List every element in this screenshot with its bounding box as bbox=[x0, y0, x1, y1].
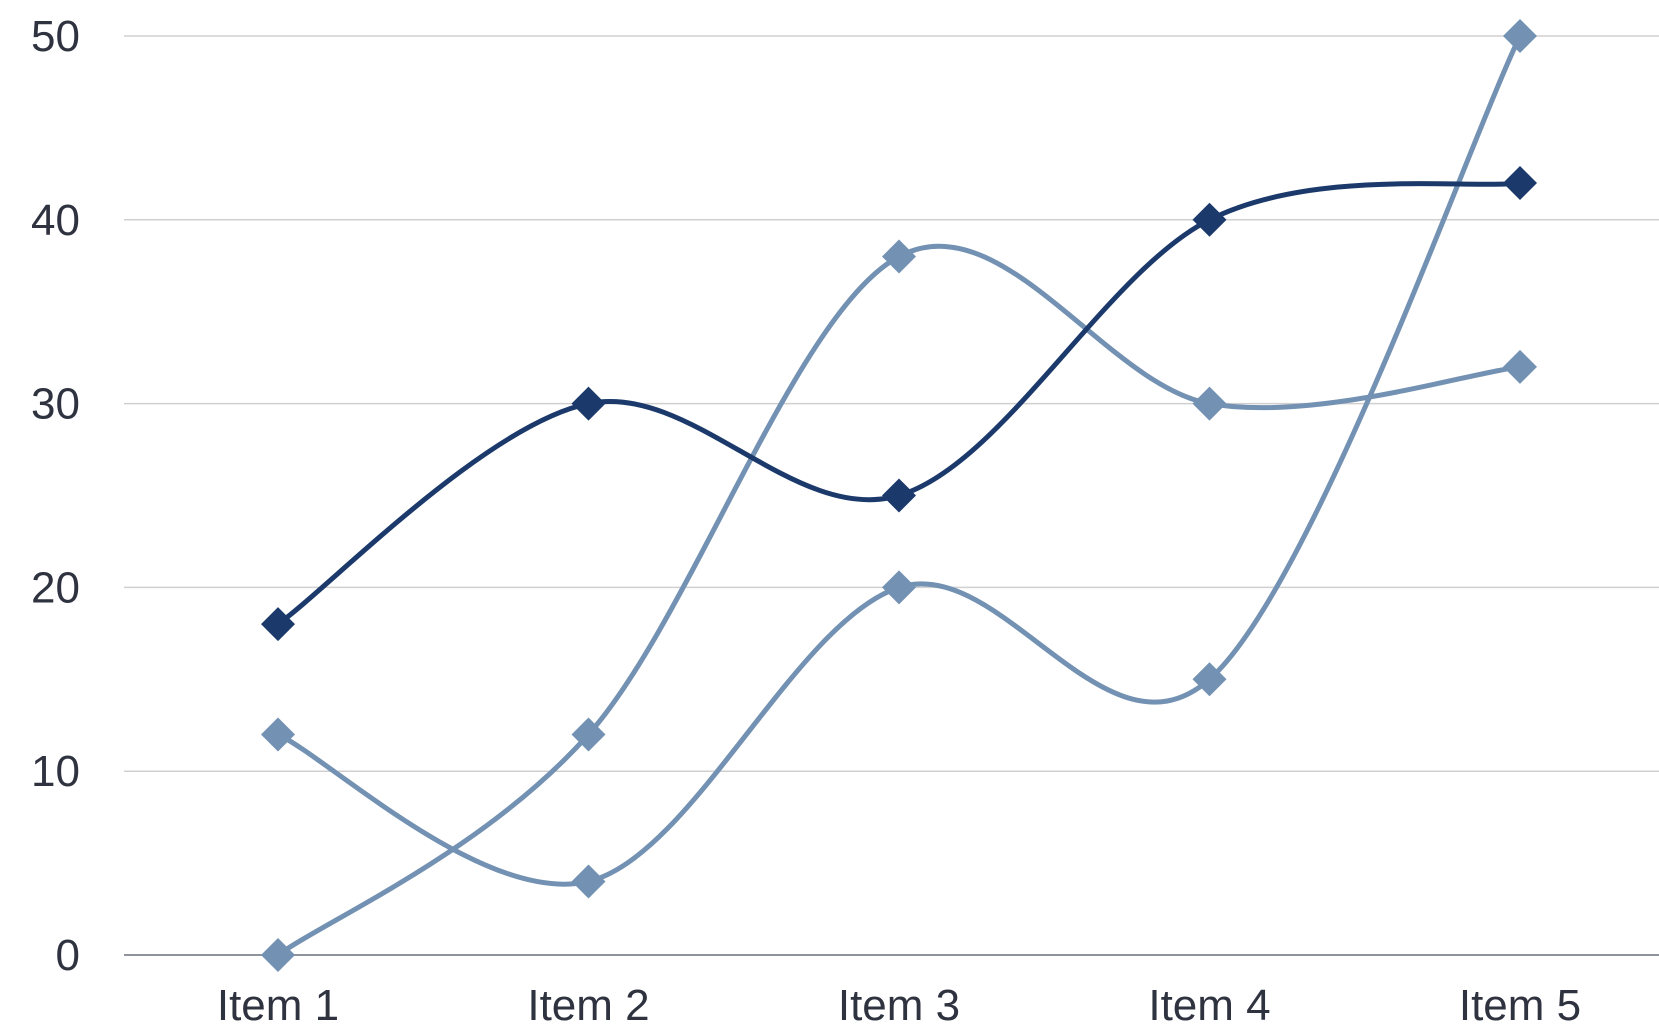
series-1 bbox=[261, 166, 1537, 642]
y-tick-label: 10 bbox=[31, 747, 80, 796]
y-axis: 0 10 20 30 40 50 bbox=[31, 12, 80, 980]
y-tick-label: 50 bbox=[31, 12, 80, 61]
series-line bbox=[275, 243, 1523, 958]
series-3 bbox=[261, 239, 1537, 972]
data-point-marker bbox=[882, 570, 916, 605]
y-tick-label: 20 bbox=[31, 563, 80, 612]
data-point-marker bbox=[1503, 19, 1537, 53]
x-tick-label: Item 1 bbox=[217, 981, 339, 1027]
data-point-marker bbox=[571, 386, 606, 421]
data-point-marker bbox=[261, 607, 295, 642]
data-point-marker bbox=[882, 478, 916, 513]
x-tick-label: Item 4 bbox=[1148, 981, 1270, 1027]
x-axis: Item 1 Item 2 Item 3 Item 4 Item 5 bbox=[217, 981, 1581, 1027]
data-point-marker bbox=[571, 717, 606, 752]
data-point-marker bbox=[882, 239, 916, 274]
y-tick-label: 0 bbox=[56, 931, 80, 980]
data-point-marker bbox=[1503, 349, 1537, 384]
data-point-marker bbox=[1503, 166, 1537, 201]
data-point-marker bbox=[1192, 662, 1227, 697]
data-point-marker bbox=[1192, 202, 1227, 237]
data-point-marker bbox=[261, 938, 295, 972]
series-2 bbox=[261, 19, 1537, 899]
x-tick-label: Item 2 bbox=[527, 981, 649, 1027]
data-point-marker bbox=[571, 864, 606, 899]
x-tick-label: Item 3 bbox=[838, 981, 960, 1027]
y-tick-label: 30 bbox=[31, 380, 80, 429]
series-layer bbox=[261, 19, 1537, 972]
data-point-marker bbox=[1192, 386, 1227, 421]
data-point-marker bbox=[261, 717, 295, 752]
y-tick-label: 40 bbox=[31, 196, 80, 245]
x-tick-label: Item 5 bbox=[1459, 981, 1581, 1027]
series-line bbox=[275, 33, 1523, 887]
